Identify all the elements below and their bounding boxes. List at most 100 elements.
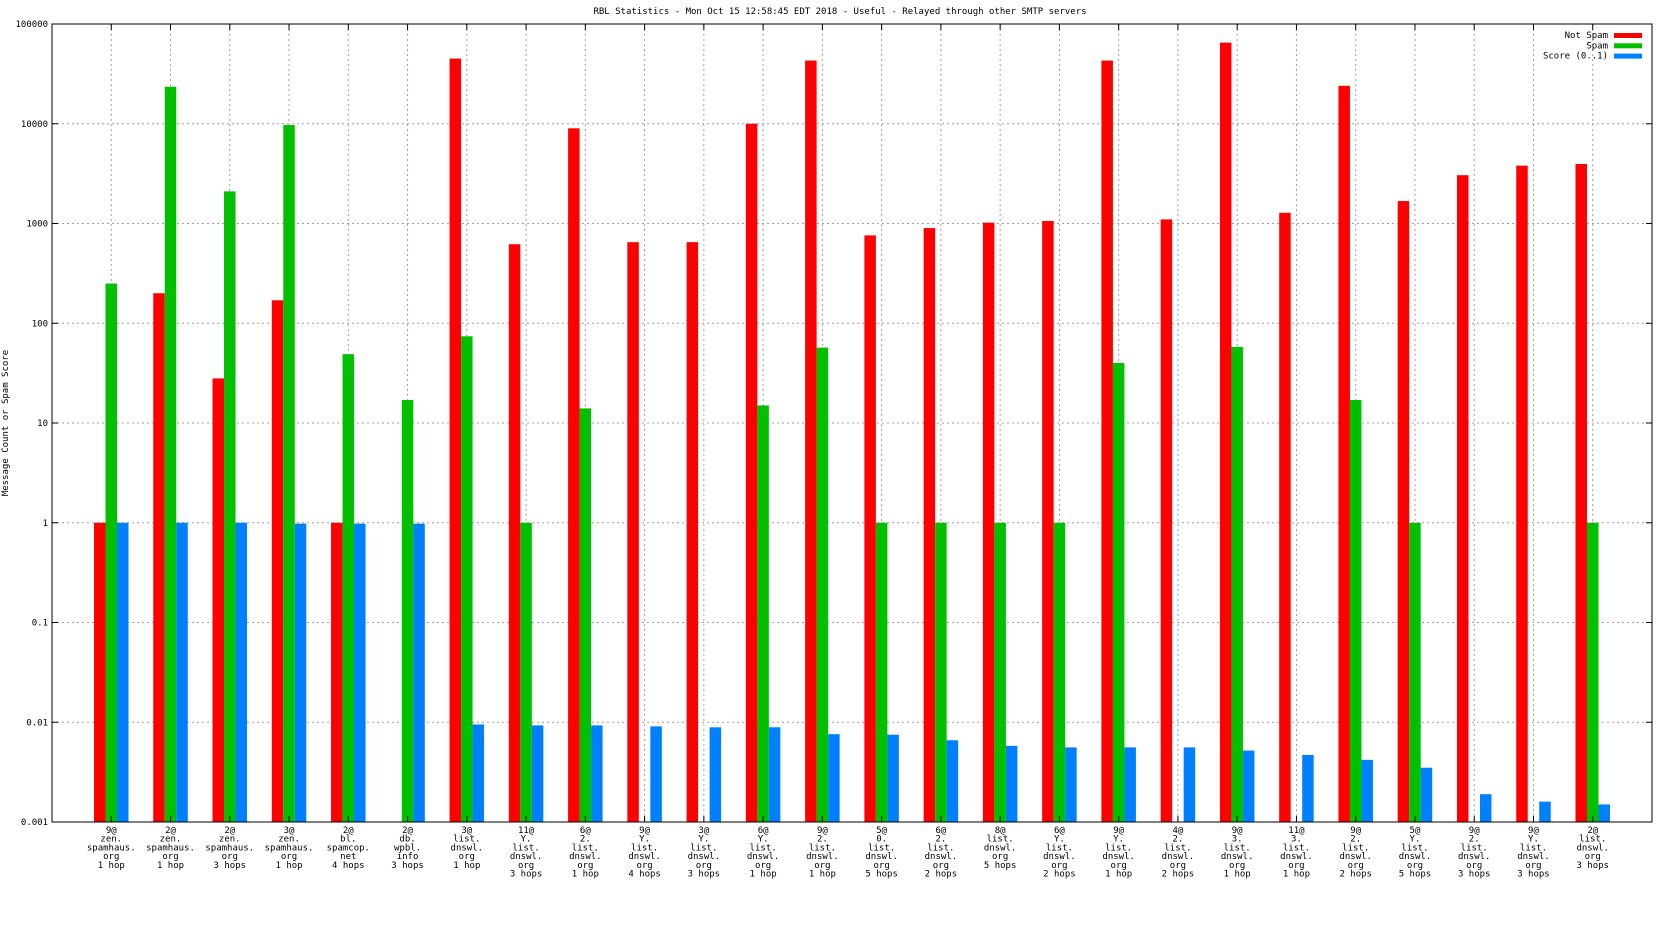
x-tick-label: org bbox=[1407, 861, 1423, 871]
x-tick-label: list. bbox=[809, 843, 836, 853]
x-tick-label: Y. bbox=[698, 835, 709, 845]
x-tick-label: 2. bbox=[1469, 835, 1480, 845]
x-tick-label: dnswl. bbox=[1458, 852, 1491, 862]
x-tick-label: 5 hops bbox=[865, 870, 898, 880]
bar-not-spam bbox=[1575, 163, 1587, 823]
x-tick-label: org bbox=[1170, 861, 1186, 871]
x-tick-label: org bbox=[222, 852, 238, 862]
bar-spam bbox=[994, 522, 1006, 822]
x-tick-label: 6@ bbox=[580, 826, 591, 836]
x-tick-label: 9@ bbox=[1232, 826, 1243, 836]
x-tick-label: list. bbox=[868, 843, 895, 853]
bar-not-spam bbox=[745, 123, 758, 822]
x-tick-label: 2@ bbox=[224, 826, 235, 836]
x-tick-label: Y. bbox=[521, 835, 532, 845]
x-tick-label: 2 hops bbox=[1162, 870, 1195, 880]
x-tick-label: 5 hops bbox=[1399, 870, 1432, 880]
x-tick-label: org bbox=[1288, 861, 1304, 871]
bar-score-0-1 bbox=[1005, 745, 1018, 822]
x-tick-label: dnswl. bbox=[569, 852, 602, 862]
x-tick-label: spamhaus. bbox=[205, 843, 254, 853]
x-tick-label: 1 hop bbox=[453, 861, 480, 871]
x-tick-label: 1 hop bbox=[1105, 870, 1132, 880]
bar-score-0-1 bbox=[354, 523, 366, 822]
x-tick-label: 1 hop bbox=[809, 870, 836, 880]
x-tick-label: 5 hops bbox=[984, 861, 1017, 871]
x-tick-label: 3@ bbox=[461, 826, 472, 836]
bar-score-0-1 bbox=[1598, 804, 1610, 822]
x-tick-label: org bbox=[459, 852, 475, 862]
legend-label: Spam bbox=[1586, 41, 1608, 51]
x-tick-label: org bbox=[162, 852, 178, 862]
x-tick-label: org bbox=[1466, 861, 1482, 871]
x-tick-label: list. bbox=[1461, 843, 1488, 853]
x-tick-label: 3 hops bbox=[1576, 861, 1609, 871]
bar-spam bbox=[757, 405, 769, 822]
x-tick-label: 2@ bbox=[1587, 826, 1598, 836]
x-tick-label: zen. bbox=[160, 835, 182, 845]
bar-not-spam bbox=[686, 242, 699, 822]
bar-not-spam bbox=[1516, 165, 1528, 823]
x-tick-label: 3 hops bbox=[1517, 870, 1550, 880]
bar-not-spam bbox=[1101, 60, 1113, 823]
x-tick-label: spamcop. bbox=[327, 843, 370, 853]
bar-not-spam bbox=[271, 300, 284, 822]
bar-not-spam bbox=[923, 228, 936, 822]
bar-score-0-1 bbox=[591, 725, 603, 822]
x-tick-label: dnswl. bbox=[1043, 852, 1076, 862]
bar-not-spam bbox=[627, 242, 639, 822]
x-tick-label: org bbox=[1111, 861, 1127, 871]
chart-title: RBL Statistics - Mon Oct 15 12:58:45 EDT… bbox=[593, 7, 1086, 17]
x-tick-label: 9@ bbox=[1469, 826, 1480, 836]
x-tick-label: org bbox=[814, 861, 830, 871]
x-tick-label: 2 hops bbox=[1339, 870, 1372, 880]
x-tick-label: org bbox=[755, 861, 771, 871]
x-tick-label: list. bbox=[1520, 843, 1547, 853]
x-tick-label: org bbox=[696, 861, 712, 871]
x-tick-label: org bbox=[577, 861, 593, 871]
x-tick-label: dnswl. bbox=[628, 852, 661, 862]
x-tick-label: 8@ bbox=[995, 826, 1006, 836]
x-tick-label: zen. bbox=[219, 835, 241, 845]
x-tick-label: 4@ bbox=[1173, 826, 1184, 836]
bar-spam bbox=[1231, 346, 1243, 822]
x-tick-label: 11@ bbox=[1288, 826, 1305, 836]
x-tick-label: db. bbox=[399, 835, 415, 845]
bar-not-spam bbox=[1397, 201, 1410, 822]
bar-not-spam bbox=[1160, 219, 1173, 822]
x-tick-label: dnswl. bbox=[1399, 852, 1432, 862]
x-tick-label: dnswl. bbox=[984, 843, 1017, 853]
x-tick-label: spamhaus. bbox=[146, 843, 195, 853]
x-tick-label: 2. bbox=[580, 835, 591, 845]
x-tick-label: 9@ bbox=[1113, 826, 1124, 836]
bar-score-0-1 bbox=[887, 734, 899, 822]
x-tick-label: 1 hop bbox=[157, 861, 184, 871]
x-tick-label: 2. bbox=[935, 835, 946, 845]
x-tick-label: list. bbox=[1046, 843, 1073, 853]
x-tick-label: wpbl. bbox=[394, 843, 421, 853]
x-tick-label: zen. bbox=[278, 835, 300, 845]
x-tick-label: info bbox=[397, 852, 419, 862]
x-tick-label: 2. bbox=[817, 835, 828, 845]
bar-spam bbox=[342, 354, 355, 822]
x-tick-label: spamhaus. bbox=[87, 843, 136, 853]
x-tick-label: org bbox=[103, 852, 119, 862]
bar-score-0-1 bbox=[1420, 767, 1433, 822]
bar-score-0-1 bbox=[1242, 750, 1255, 822]
bar-not-spam bbox=[94, 522, 106, 822]
x-tick-label: 3. bbox=[1232, 835, 1243, 845]
x-tick-label: spamhaus. bbox=[265, 843, 314, 853]
x-tick-label: list. bbox=[750, 843, 777, 853]
bar-score-0-1 bbox=[531, 725, 544, 822]
bar-spam bbox=[1349, 400, 1362, 822]
x-tick-label: org bbox=[1051, 861, 1067, 871]
x-tick-label: 9@ bbox=[639, 826, 650, 836]
x-tick-label: 3@ bbox=[698, 826, 709, 836]
bar-spam bbox=[520, 522, 532, 822]
x-tick-label: dnswl. bbox=[1162, 852, 1195, 862]
legend-label: Not Spam bbox=[1565, 31, 1608, 41]
bar-spam bbox=[105, 283, 118, 822]
bar-score-0-1 bbox=[117, 522, 129, 822]
y-tick-label: 1 bbox=[43, 519, 48, 529]
bar-not-spam bbox=[508, 244, 521, 822]
